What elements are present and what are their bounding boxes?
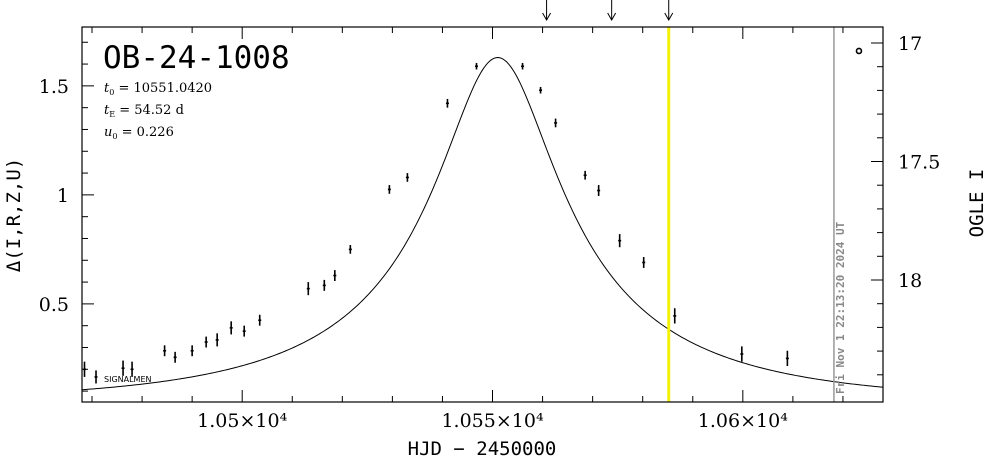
y-axis-title: Δ(I,R,Z,U) [3, 158, 25, 272]
x-tick-label: 1.055×10⁴ [441, 410, 543, 432]
event-arrow [607, 0, 617, 22]
footnote-label: SIGNALMEN [104, 375, 152, 384]
data-point [785, 350, 789, 367]
data-point [163, 345, 167, 357]
data-point [474, 62, 478, 70]
model-curve-path [81, 57, 884, 391]
data-point [130, 361, 134, 377]
y-tick-label: 1.5 [39, 76, 69, 98]
arrow-head [542, 12, 552, 22]
event-arrow [664, 0, 674, 22]
param-value: = 0.226 [117, 125, 173, 140]
y-right-axis-title: OGLE I [966, 169, 986, 238]
data-point [306, 282, 310, 296]
data-point [258, 314, 262, 326]
param-subscript: E [109, 110, 115, 119]
data-point [673, 308, 677, 324]
y-right-prefix: OGLE I [966, 169, 986, 238]
data-point [121, 360, 125, 376]
param-value: = 10551.0420 [114, 81, 212, 96]
model-curve [81, 57, 884, 391]
param-symbol: u [104, 125, 112, 140]
data-point [333, 270, 337, 281]
param-value: = 54.52 d [115, 103, 184, 118]
plot-frame [81, 26, 884, 403]
data-point [348, 245, 352, 254]
data-point [173, 351, 177, 363]
now-timestamp: Fri Nov 1 22:13:20 2024 UT [834, 221, 847, 394]
data-point [405, 173, 409, 182]
data-point [190, 345, 194, 357]
arrow-head [607, 12, 617, 22]
data-point [445, 98, 449, 108]
param-symbol: t [104, 103, 110, 118]
data-point [229, 321, 233, 335]
x-tick-label: 1.06×10⁴ [698, 410, 788, 432]
open-point [855, 47, 863, 55]
data-point [322, 279, 326, 291]
axes: 1.05×10⁴ 1.055×10⁴ 1.06×10⁴ 0.5 1 1.5 17 17.5 18 [39, 26, 940, 432]
data-point [215, 333, 219, 347]
y-right-tick-label: 17.5 [898, 152, 940, 174]
data-points [83, 47, 863, 384]
param-line: tE = 54.52 d [104, 103, 184, 119]
y-tick-label: 1 [57, 185, 69, 207]
x-axis-title: HJD − 2450000 [408, 438, 557, 459]
data-point [597, 185, 601, 196]
chart-title: OB-24-1008 [103, 40, 290, 76]
event-arrows [542, 0, 674, 22]
y-right-tick-label: 18 [898, 270, 922, 292]
event-arrow [542, 0, 552, 22]
data-point [642, 257, 646, 268]
param-line: t0 = 10551.0420 [104, 81, 212, 97]
data-point [539, 86, 543, 94]
y-right-tick-label: 17 [898, 33, 922, 55]
data-point [521, 62, 525, 70]
marker-lines [667, 27, 835, 402]
y-tick-label: 0.5 [39, 294, 69, 316]
param-line: u0 = 0.226 [104, 125, 174, 141]
param-subscript: 0 [112, 132, 117, 141]
data-point [242, 325, 246, 337]
x-tick-label: 1.05×10⁴ [197, 410, 287, 432]
data-point [583, 170, 587, 180]
data-point [618, 234, 622, 248]
data-point [554, 118, 558, 128]
arrow-head [664, 12, 674, 22]
data-point [387, 185, 391, 194]
data-point [740, 346, 744, 362]
param-symbol: t [104, 81, 110, 96]
data-point [204, 336, 208, 348]
param-subscript: 0 [109, 88, 114, 97]
data-point [94, 370, 98, 384]
